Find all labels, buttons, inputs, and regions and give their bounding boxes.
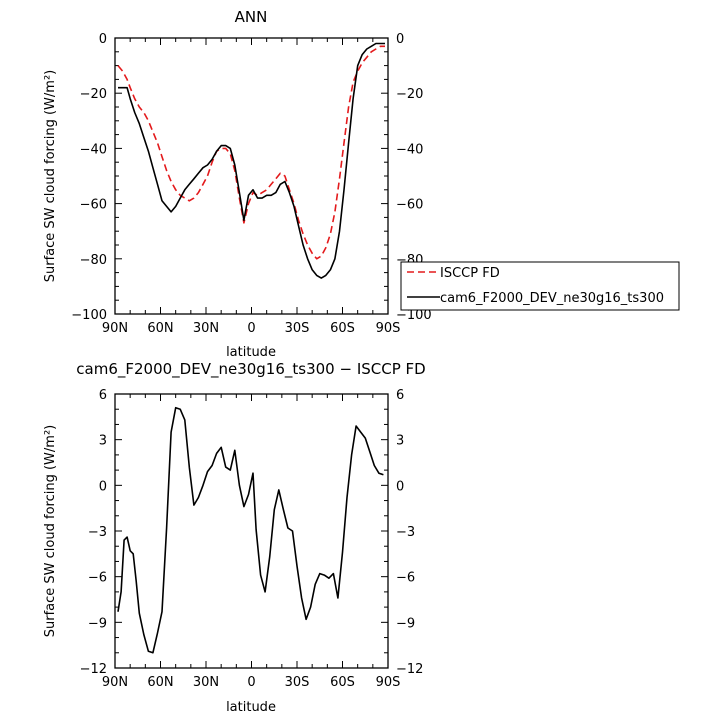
top-y-tick-label-left: −20	[80, 87, 107, 102]
legend-box	[400, 261, 680, 311]
bottom-ticks: 90N 60N 30N 0 30S 60S 90S 6 6 3 3 0 0 −3 −3 −6 −6 −9 −9 −12…	[80, 388, 424, 690]
top-y-tick-label-left: −60	[80, 198, 107, 213]
top-x-axis-label: latitude	[226, 345, 276, 360]
bottom-y-tick-label-left: 6	[99, 388, 107, 403]
top-y-axis-label: Surface SW cloud forcing (W/m²)	[43, 70, 58, 282]
top-series-line-isccp-fd	[117, 45, 385, 260]
top-y-tick-label-right: −100	[396, 308, 432, 323]
bottom-y-tick-label-left: −6	[88, 571, 107, 586]
bottom-y-tick-label-right: −9	[396, 616, 415, 631]
bottom-x-axis-label: latitude	[226, 700, 276, 715]
bottom-y-tick-label-left: −12	[80, 662, 107, 677]
bottom-series-lines	[117, 406, 384, 654]
top-y-tick-label-left: −40	[80, 142, 107, 157]
top-series-line-cam6-f2000-dev-ne30g16-ts300	[118, 42, 385, 279]
top-y-tick-label-right: −40	[396, 142, 423, 157]
bottom-y-axis-label: Surface SW cloud forcing (W/m²)	[43, 425, 58, 637]
bottom-y-tick-label-left: −3	[88, 525, 107, 540]
bottom-y-tick-label-right: 6	[396, 388, 404, 403]
bottom-y-tick-label-right: 0	[396, 479, 404, 494]
bottom-y-tick-label-right: −12	[396, 662, 423, 677]
top-x-tick-label: 0	[247, 321, 255, 336]
top-x-tick-label: 60N	[147, 321, 173, 336]
top-chart-title: ANN	[235, 8, 268, 26]
bottom-x-tick-label: 90N	[102, 675, 128, 690]
top-x-tick-label: 90N	[102, 321, 128, 336]
top-y-tick-label-left: −100	[71, 308, 107, 323]
top-x-tick-label: 60S	[330, 321, 355, 336]
bottom-y-tick-label-right: −6	[396, 571, 415, 586]
top-y-tick-label-left: 0	[99, 32, 107, 47]
top-x-tick-label: 30S	[285, 321, 310, 336]
bottom-chart-title: cam6_F2000_DEV_ne30g16_ts300 − ISCCP FD	[76, 360, 425, 379]
legend-label-isccp: ISCCP FD	[440, 266, 500, 281]
bottom-x-tick-label: 0	[247, 675, 255, 690]
top-x-tick-label: 90S	[376, 321, 401, 336]
bottom-y-tick-label-right: 3	[396, 434, 404, 449]
legend: ISCCP FD cam6_F2000_DEV_ne30g16_ts300	[400, 261, 680, 311]
legend-label-model: cam6_F2000_DEV_ne30g16_ts300	[440, 291, 664, 306]
top-y-tick-label-right: −20	[396, 87, 423, 102]
bottom-y-tick-label-left: 3	[99, 434, 107, 449]
bottom-y-tick-label-left: 0	[99, 479, 107, 494]
bottom-x-tick-label: 30S	[285, 675, 310, 690]
top-x-tick-label: 30N	[193, 321, 219, 336]
bottom-y-tick-label-right: −3	[396, 525, 415, 540]
bottom-series-line-0	[117, 406, 384, 654]
bottom-x-tick-label: 60S	[330, 675, 355, 690]
top-y-tick-label-right: −60	[396, 198, 423, 213]
top-y-tick-label-right: 0	[396, 32, 404, 47]
bottom-x-tick-label: 60N	[147, 675, 173, 690]
top-ticks: 90N 60N 30N 0 30S 60S 90S 0 0 −20 −20 −40 −40 −60 −60 −…	[71, 32, 431, 336]
top-y-tick-label-left: −80	[80, 253, 107, 268]
bottom-x-tick-label: 30N	[193, 675, 219, 690]
top-panel: ANN Surface SW cloud forcing (W/m²) lati…	[43, 8, 432, 360]
bottom-panel: cam6_F2000_DEV_ne30g16_ts300 − ISCCP FD …	[43, 360, 426, 715]
bottom-y-tick-label-left: −9	[88, 616, 107, 631]
bottom-plot-frame	[114, 393, 389, 669]
bottom-x-tick-label: 90S	[376, 675, 401, 690]
top-series-lines	[117, 42, 385, 279]
